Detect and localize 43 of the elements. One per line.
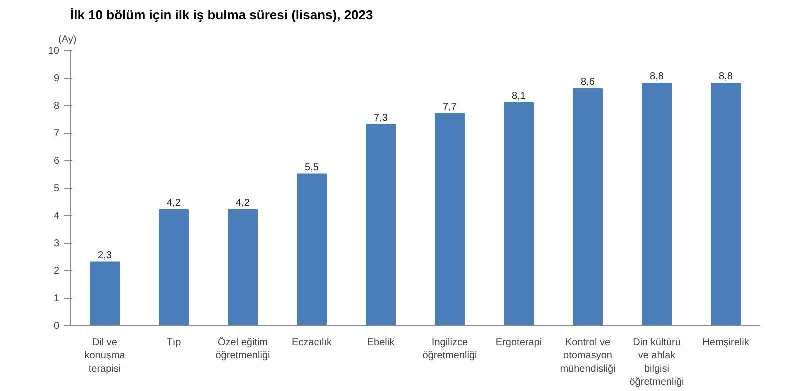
y-tick-label: 9 <box>54 74 60 84</box>
y-tick-label: 5 <box>54 184 60 194</box>
x-tick-label: Kontrol ve otomasyon mühendisliği <box>560 338 616 375</box>
bar <box>435 113 465 326</box>
x-tick-label: Din kültürü ve ahlak bilgisi öğretmenliği <box>630 338 684 388</box>
bar <box>366 124 396 326</box>
data-label: 5,5 <box>305 162 320 174</box>
data-label: 8,8 <box>650 72 664 82</box>
y-tick-label: 7 <box>54 128 60 140</box>
y-tick-label: 1 <box>54 294 60 304</box>
bar <box>711 83 741 326</box>
data-label: 4,2 <box>167 198 182 209</box>
data-label: 7,3 <box>374 112 388 124</box>
y-tick-label: 0 <box>54 321 60 332</box>
data-label: 8,8 <box>719 72 734 82</box>
data-label: 8,1 <box>512 90 526 102</box>
bar <box>90 262 120 326</box>
y-axis-title: (Ay) <box>58 34 77 46</box>
y-tick-label: 2 <box>54 266 60 277</box>
bar <box>159 210 189 326</box>
x-tick-label: İngilizce öğretmenliği <box>422 336 478 362</box>
y-tick-label: 3 <box>54 238 60 250</box>
x-tick-label: Tıp <box>166 338 182 348</box>
x-tick-label: Dil ve konuşma terapisi <box>84 338 126 375</box>
x-tick-label: Ebelik <box>367 338 396 348</box>
x-tick-label: Eczacılık <box>292 338 334 348</box>
x-tick-label: Özel eğitim öğretmenliği <box>216 336 270 362</box>
bar <box>573 88 603 326</box>
x-tick-label: Hemşirelik <box>702 338 750 348</box>
bar <box>642 83 672 326</box>
data-label: 2,3 <box>98 250 112 262</box>
bar <box>297 174 327 326</box>
y-tick-label: 8 <box>54 101 60 112</box>
bar <box>504 102 534 326</box>
y-tick-label: 4 <box>54 211 60 222</box>
data-label: 7,7 <box>443 102 458 113</box>
y-tick-label: 6 <box>54 156 60 167</box>
chart-title: İlk 10 bölüm için ilk iş bulma süresi (lisans), 2023 <box>70 8 374 22</box>
data-label: 4,2 <box>236 198 250 209</box>
data-label: 8,6 <box>581 77 596 88</box>
x-tick-label: Ergoterapi <box>496 338 542 348</box>
y-tick-label: 10 <box>48 46 60 57</box>
bar <box>228 210 258 326</box>
